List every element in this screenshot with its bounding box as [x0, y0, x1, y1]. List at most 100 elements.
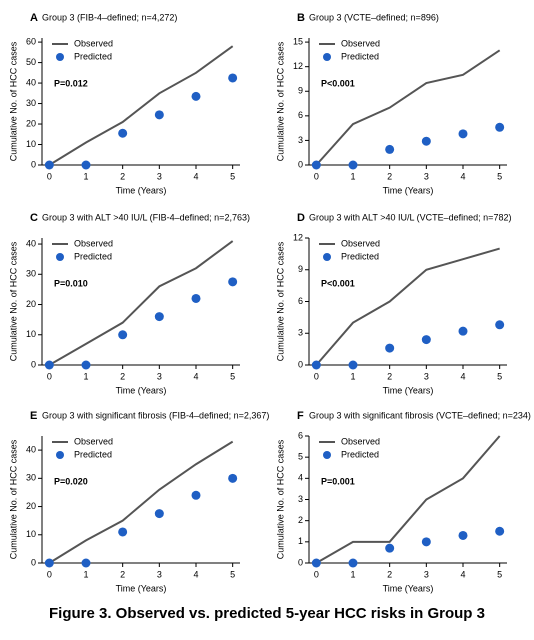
y-axis-label: Cumulative No. of HCC cases [275, 241, 285, 361]
x-tick-label: 4 [460, 371, 465, 381]
x-tick-label: 4 [460, 569, 465, 579]
x-tick-label: 2 [120, 171, 125, 181]
x-tick-label: 5 [230, 371, 235, 381]
x-tick-label: 2 [120, 569, 125, 579]
y-tick-label: 12 [293, 232, 303, 242]
x-tick-label: 2 [387, 371, 392, 381]
predicted-marker [81, 360, 91, 370]
predicted-marker [385, 543, 395, 553]
predicted-marker [44, 360, 54, 370]
y-axis-label: Cumulative No. of HCC cases [8, 41, 18, 161]
x-tick-label: 5 [497, 569, 502, 579]
y-tick-label: 0 [31, 159, 36, 169]
predicted-marker [348, 160, 358, 170]
legend-marker [323, 53, 331, 61]
x-tick-label: 3 [424, 171, 429, 181]
legend-label: Predicted [341, 449, 379, 459]
y-tick-label: 30 [26, 473, 36, 483]
predicted-marker [495, 320, 505, 330]
x-tick-label: 3 [157, 371, 162, 381]
panel-label: C [30, 212, 38, 224]
panel-label: E [30, 410, 37, 422]
predicted-marker [191, 490, 201, 500]
x-tick-label: 0 [314, 171, 319, 181]
y-axis-label: Cumulative No. of HCC cases [8, 439, 18, 559]
x-tick-label: 2 [120, 371, 125, 381]
observed-line [48, 45, 234, 166]
y-tick-label: 30 [26, 98, 36, 108]
x-tick-label: 4 [460, 171, 465, 181]
predicted-marker [154, 312, 164, 322]
figure-caption: Figure 3. Observed vs. predicted 5-year … [49, 605, 485, 622]
x-tick-label: 1 [350, 569, 355, 579]
x-tick-label: 5 [230, 569, 235, 579]
x-tick-label: 1 [83, 569, 88, 579]
panel-title: Group 3 with ALT >40 IU/L (FIB-4–defined… [42, 212, 250, 222]
y-tick-label: 10 [26, 529, 36, 539]
y-tick-label: 20 [26, 118, 36, 128]
predicted-marker [44, 558, 54, 568]
predicted-marker [421, 537, 431, 547]
y-tick-label: 40 [26, 77, 36, 87]
x-tick-label: 0 [47, 171, 52, 181]
panel-title: Group 3 (FIB-4–defined; n=4,272) [42, 12, 177, 22]
legend-label: Predicted [74, 51, 112, 61]
y-tick-label: 4 [298, 473, 303, 483]
legend-marker [56, 53, 64, 61]
x-axis-label: Time (Years) [383, 583, 434, 593]
y-tick-label: 3 [298, 494, 303, 504]
x-tick-label: 3 [424, 371, 429, 381]
legend-label: Predicted [341, 251, 379, 261]
predicted-marker [228, 277, 238, 287]
predicted-marker [191, 293, 201, 303]
panel-title: Group 3 with ALT >40 IU/L (VCTE–defined;… [309, 212, 511, 222]
y-tick-label: 2 [298, 515, 303, 525]
predicted-marker [44, 160, 54, 170]
predicted-marker [385, 343, 395, 353]
p-value: P=0.012 [54, 78, 88, 88]
x-axis-label: Time (Years) [383, 185, 434, 195]
legend-label: Observed [74, 38, 113, 48]
p-value: P<0.001 [321, 78, 355, 88]
panel-label: F [297, 410, 304, 422]
x-tick-label: 1 [350, 171, 355, 181]
y-tick-label: 40 [26, 238, 36, 248]
y-tick-label: 20 [26, 501, 36, 511]
predicted-marker [421, 335, 431, 345]
panel-label: B [297, 12, 305, 24]
predicted-marker [81, 558, 91, 568]
predicted-marker [311, 360, 321, 370]
x-tick-label: 0 [47, 371, 52, 381]
y-tick-label: 60 [26, 36, 36, 46]
legend-label: Observed [341, 436, 380, 446]
legend-label: Observed [341, 38, 380, 48]
predicted-marker [495, 526, 505, 536]
predicted-marker [348, 360, 358, 370]
predicted-marker [495, 122, 505, 132]
y-tick-label: 5 [298, 452, 303, 462]
observed-line [315, 49, 501, 166]
predicted-marker [458, 530, 468, 540]
y-axis-label: Cumulative No. of HCC cases [275, 439, 285, 559]
predicted-marker [311, 558, 321, 568]
legend-marker [323, 451, 331, 459]
y-tick-label: 10 [26, 329, 36, 339]
y-tick-label: 3 [298, 135, 303, 145]
p-value: P<0.001 [321, 278, 355, 288]
legend-label: Predicted [74, 251, 112, 261]
legend-label: Predicted [341, 51, 379, 61]
x-tick-label: 0 [314, 569, 319, 579]
legend-marker [323, 253, 331, 261]
predicted-marker [458, 129, 468, 139]
x-tick-label: 1 [83, 171, 88, 181]
x-tick-label: 5 [230, 171, 235, 181]
legend-marker [56, 253, 64, 261]
predicted-marker [228, 73, 238, 83]
y-tick-label: 0 [298, 159, 303, 169]
x-tick-label: 5 [497, 171, 502, 181]
predicted-marker [81, 160, 91, 170]
x-axis-label: Time (Years) [383, 385, 434, 395]
panel-title: Group 3 with significant fibrosis (FIB-4… [42, 410, 269, 420]
y-tick-label: 30 [26, 269, 36, 279]
